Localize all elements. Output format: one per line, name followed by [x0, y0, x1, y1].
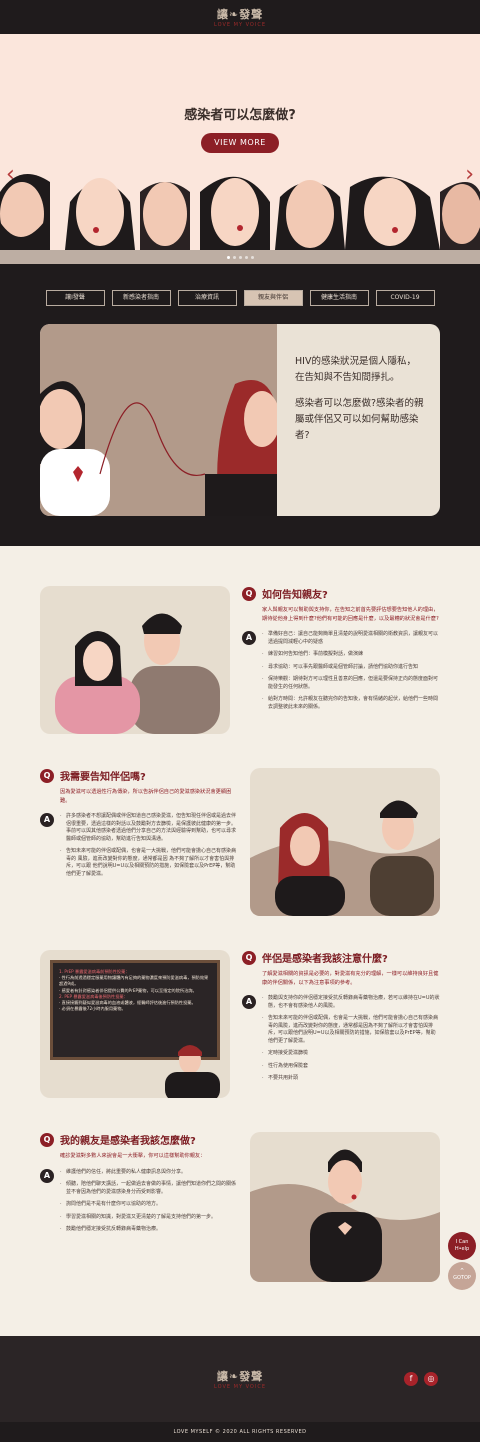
answer-list: 維護他們的信任，將此重要的私人健康訊息與你分享。 傾聽，陪他們聊天講話，一起做過… [60, 1169, 238, 1239]
carousel-dot[interactable] [244, 255, 248, 259]
qa-section-2: Q 我需要告知伴侶嗎? 因為愛滋可以透過性行為傳染，所以告訴伴侶自己的愛滋感染狀況… [40, 768, 440, 916]
hero-title: 感染者可以怎麼做? [184, 108, 296, 123]
featured-text: HIV的感染狀況是個人隱私，在告知與不告知間掙扎。 感染者可以怎麼做?感染者的親… [277, 324, 440, 516]
category-tabs: 讓I發聲 新感染者指南 治療資訊 親友與伴侶 健康生活指南 COVID-19 [0, 290, 480, 306]
answer-item: 定時接受愛滋篩檢 [262, 1050, 440, 1058]
carousel-dot[interactable] [238, 255, 242, 259]
help-button[interactable]: I Can H•elp [448, 1232, 476, 1260]
qa-block-1: Q 如何告知親友? 家人與親友可以幫助與支持你，在告知之前首先要評估想要告知他人的… [242, 586, 440, 734]
question-title: 我需要告知伴侶嗎? [60, 772, 146, 783]
partner-illustration [250, 768, 440, 916]
featured-paragraph-2: 感染者可以怎麼做?感染者的親屬或伴侶又可以如何幫助感染者? [295, 398, 424, 441]
board-line: ‧ 感愛者有針對感染者伴侶提供公費的PrEP藥物，可以至指定的院所洽詢。 [59, 987, 197, 993]
top-bar: 讓❧發聲 LOVE MY VOICE [0, 0, 480, 34]
question-title: 伴侶是感染者我該注意什麼? [262, 954, 388, 965]
footer: 讓❧發聲 LOVE MY VOICE f ◎ [0, 1336, 480, 1422]
answer-item: 鼓勵他們穩定接受抗反轉錄病毒藥物治療。 [60, 1226, 238, 1234]
prev-arrow-icon[interactable]: ‹ [6, 162, 15, 187]
answer-icon: A [40, 813, 54, 827]
carousel-dots [0, 250, 480, 264]
answer-icon: A [242, 631, 256, 645]
board-line: 1. PrEP 暴露愛滋病毒前預防性投藥： [59, 969, 130, 974]
question-intro: 確診愛滋對多數人來說會是一大衝擊，你可以這樣幫助你親友： [60, 1153, 206, 1159]
carousel-dot[interactable] [250, 255, 254, 259]
answer-item: 準備好自己：讓自己能夠簡單且清楚的說明愛滋相關的衛教資訊，讓親友可以透過提問減輕… [262, 631, 440, 646]
answer-icon: A [40, 1168, 54, 1183]
question-icon: Q [242, 950, 256, 965]
board-line: ‧ 必須在暴露後72小時內服用藥物。 [59, 1006, 126, 1012]
go-top-label: GOTOP [453, 1275, 471, 1281]
category-section: 讓I發聲 新感染者指南 治療資訊 親友與伴侶 健康生活指南 COVID-19 H… [0, 264, 480, 546]
instagram-icon[interactable]: ◎ [424, 1372, 438, 1386]
arrow-up-icon: ⌃ [459, 1267, 465, 1275]
qa-block-4: Q 我的親友是感染者我該怎麼做? 確診愛滋對多數人來說會是一大衝擊，你可以這樣幫助… [40, 1132, 238, 1282]
answer-item: 告知未來可能的伴侶或配偶，也會是一大挑戰，他們可能會擔心自己有感染病毒的 風險，… [60, 848, 238, 878]
question-icon: Q [40, 1132, 54, 1147]
tab-voice[interactable]: 讓I發聲 [45, 290, 105, 306]
board-line: ‧ 直接接觸到疑似愛滋病毒的血液或體液，經醫師評估後進行預防性投藥。 [59, 1000, 196, 1006]
answer-item: 練習如何告知他們：事前模擬對話，做演練 [262, 651, 440, 659]
question-intro: 了解愛滋相關的資訊是必要的，對愛滋有充分的理解，一樣可以維持良好且健康的伴侶關係… [262, 971, 439, 986]
qa-section-1: Q 如何告知親友? 家人與親友可以幫助與支持你，在告知之前首先要評估想要告知他人的… [40, 586, 440, 734]
featured-paragraph-1: HIV的感染狀況是個人隱私，在告知與不告知間掙扎。 [295, 356, 416, 383]
question-icon: Q [40, 768, 54, 783]
site-logo[interactable]: 讓❧發聲 LOVE MY VOICE [214, 6, 266, 28]
tab-family-partner[interactable]: 親友與伴侶 [243, 290, 303, 306]
social-links: f ◎ [404, 1372, 438, 1386]
answer-item: 學習愛滋相關的知識，對愛滋又更清楚的了解是支持他們的第一步。 [60, 1214, 238, 1222]
featured-card: HIV的感染狀況是個人隱私，在告知與不告知間掙扎。 感染者可以怎麼做?感染者的親… [40, 324, 440, 516]
qa-content: Q 如何告知親友? 家人與親友可以幫助與支持你，在告知之前首先要評估想要告知他人的… [0, 546, 480, 1336]
question-title: 如何告知親友? [262, 590, 328, 601]
answer-icon: A [242, 995, 256, 1009]
question-icon: Q [242, 586, 256, 601]
go-top-button[interactable]: ⌃ GOTOP [448, 1262, 476, 1290]
logo-zh: 讓❧發聲 [216, 1370, 264, 1383]
qa-section-3: 1. PrEP 暴露愛滋病毒前預防性投藥： ‧ 性行為前透過穩定服藥用物讓體內有… [40, 950, 440, 1098]
copyright: LOVE MYSELF © 2020 ALL RIGHTS RESERVED [0, 1422, 480, 1442]
answer-item: 鼓勵與支持你的伴侶穩定接受抗反轉錄病毒藥物治療，若可以維持在U=U的狀態，也不會… [262, 995, 440, 1010]
answer-list: 許多感染者不想讓配偶或伴侶知道自己感染愛滋，但告知現任伴侶或是過去伴侶很重要，透… [60, 813, 238, 883]
tab-new-guide[interactable]: 新感染者指南 [111, 290, 171, 306]
answer-item: 傾聽，陪他們聊天講話，一起做過去會做的事情，讓他們知道你們之間的關係並不會因為他… [60, 1181, 238, 1196]
couple-illustration [40, 380, 280, 516]
logo-zh: 讓❧發聲 [216, 8, 264, 21]
qa-section-4: Q 我的親友是感染者我該怎麼做? 確診愛滋對多數人來說會是一大衝擊，你可以這樣幫助… [40, 1132, 440, 1282]
qa-block-3: Q 伴侶是感染者我該注意什麼? 了解愛滋相關的資訊是必要的，對愛滋有充分的理解，一… [242, 950, 440, 1098]
board-line: 2. PEP 暴露愛滋病毒後預防性投藥： [59, 993, 128, 999]
answer-item: 尋求協助：可以事先跟醫師或是個管師討論，請他們協助你進行告知 [262, 664, 440, 672]
answer-item: 維護他們的信任，將此重要的私人健康訊息與你分享。 [60, 1169, 238, 1177]
hero-faces-illustration [0, 174, 480, 250]
board-line: ‧ 性行為前透過穩定服藥用物讓體內有足夠的藥物濃度來預防愛滋病毒，預防效果超過9… [59, 975, 209, 987]
answer-item: 保持樂觀：期待對方可以理性且善意的回應，但還是要保持正向的態度面對可能發生的任何… [262, 676, 440, 691]
answer-list: 準備好自己：讓自己能夠簡單且清楚的說明愛滋相關的衛教資訊，讓親友可以透過提問減輕… [262, 631, 440, 716]
facebook-icon[interactable]: f [404, 1372, 418, 1386]
supporter-illustration [250, 1132, 440, 1282]
prep-board-illustration: 1. PrEP 暴露愛滋病毒前預防性投藥： ‧ 性行為前透過穩定服藥用物讓體內有… [40, 950, 230, 1098]
qa-block-2: Q 我需要告知伴侶嗎? 因為愛滋可以透過性行為傳染，所以告訴伴侶自己的愛滋感染狀況… [40, 768, 238, 916]
next-arrow-icon[interactable]: › [465, 162, 474, 187]
chalkboard: 1. PrEP 暴露愛滋病毒前預防性投藥： ‧ 性行為前透過穩定服藥用物讓體內有… [50, 960, 220, 1060]
logo-en: LOVE MY VOICE [214, 22, 266, 28]
answer-list: 鼓勵與支持你的伴侶穩定接受抗反轉錄病毒藥物治療，若可以維持在U=U的狀態，也不會… [262, 995, 440, 1088]
view-more-button[interactable]: VIEW MORE [201, 133, 279, 153]
tab-covid[interactable]: COVID-19 [375, 290, 435, 306]
hero-banner: 感染者可以怎麼做? VIEW MORE ‹ › [0, 34, 480, 250]
logo-en: LOVE MY VOICE [214, 1384, 266, 1390]
answer-item: 許多感染者不想讓配偶或伴侶知道自己感染愛滋，但告知現任伴侶或是過去伴侶很重要，透… [60, 813, 238, 843]
tab-treatment[interactable]: 治療資訊 [177, 290, 237, 306]
answer-item: 不要共用針頭 [262, 1075, 440, 1083]
footer-logo[interactable]: 讓❧發聲 LOVE MY VOICE [214, 1368, 266, 1390]
answer-item: 告知未來可能的伴侶或配偶，也會是一大挑戰，他們可能會擔心自己有感染病毒的風險，進… [262, 1015, 440, 1045]
question-title: 我的親友是感染者我該怎麼做? [60, 1136, 196, 1147]
family-illustration [40, 586, 230, 734]
answer-item: 性行為使用保險套 [262, 1063, 440, 1071]
question-intro: 家人與親友可以幫助與支持你，在告知之前首先要評估想要告知他人的理由，期待從他身上… [262, 607, 439, 622]
answer-item: 詢問他們是不是有什麼你可以協助的地方。 [60, 1201, 238, 1209]
tab-healthy-life[interactable]: 健康生活指南 [309, 290, 369, 306]
answer-item: 給對方時間：允許親友在聽完你的告知後，會有情緒的起伏，給他們一些時間去調整彼此未… [262, 696, 440, 711]
carousel-dot[interactable] [226, 255, 230, 259]
carousel-dot[interactable] [232, 255, 236, 259]
featured-illustration [40, 324, 280, 516]
question-intro: 因為愛滋可以透過性行為傳染，所以告訴伴侶自己的愛滋感染狀況會更顯困難。 [60, 789, 232, 804]
